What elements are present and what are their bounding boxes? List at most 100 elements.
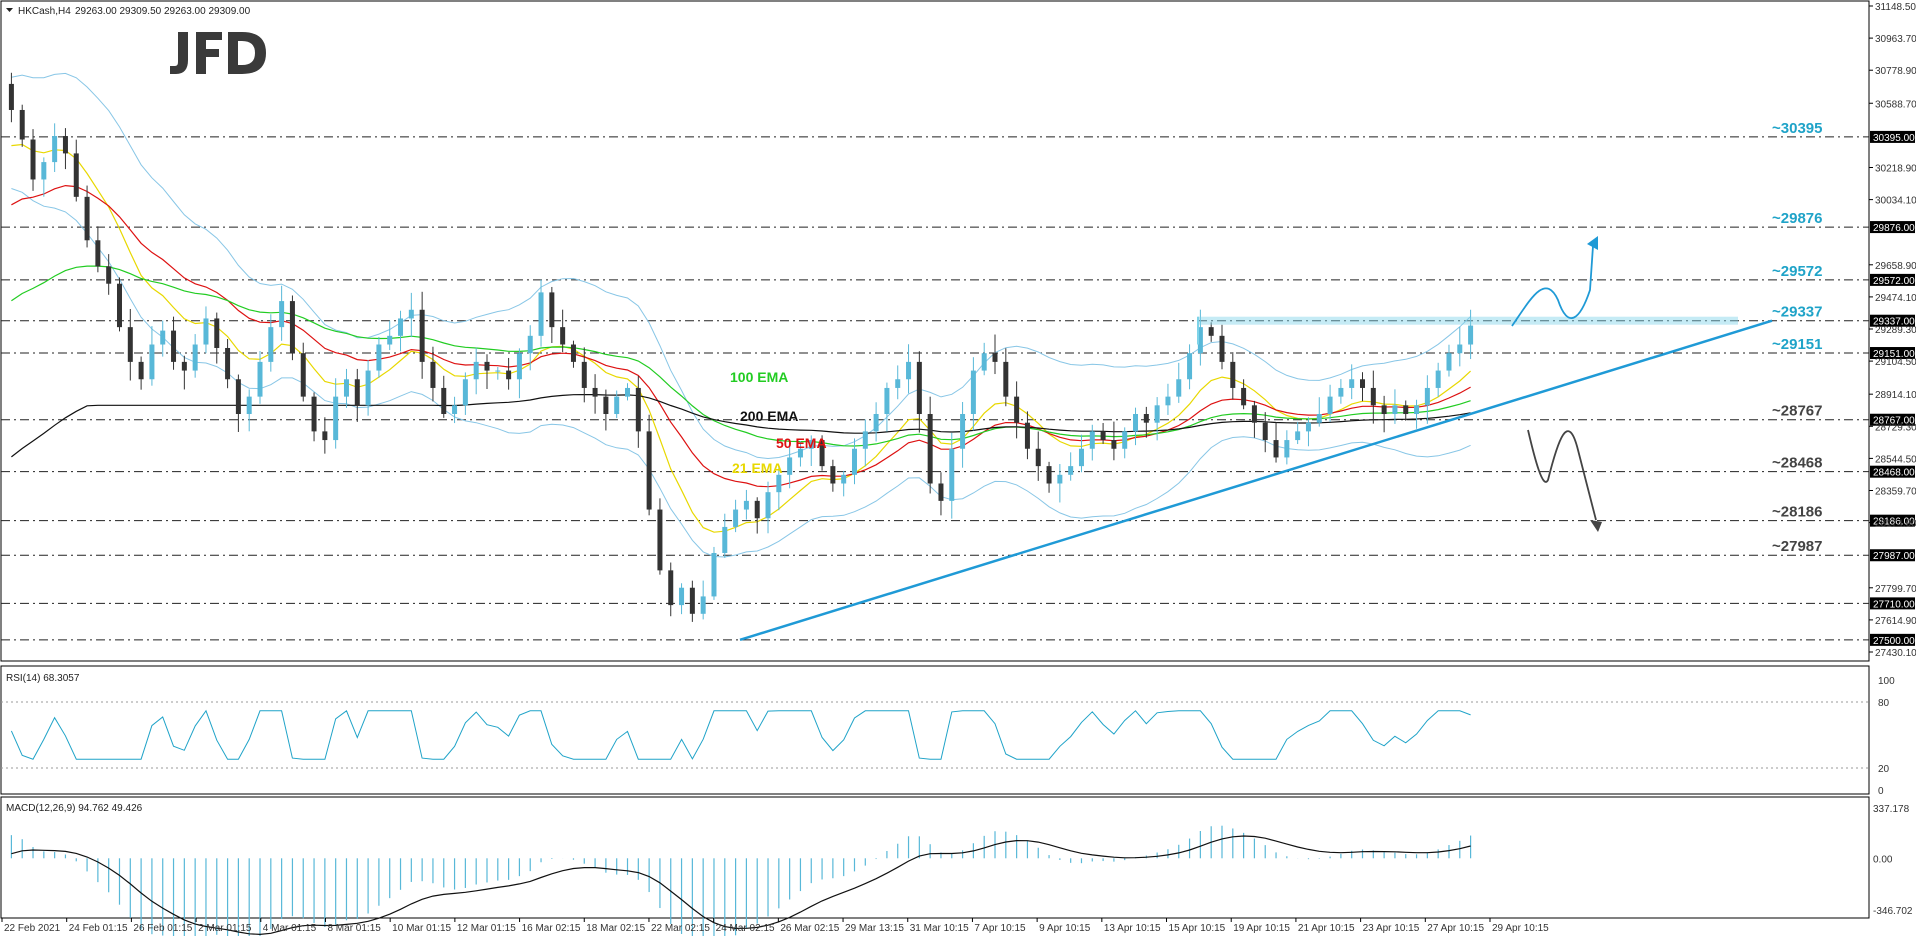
time-tick-label: 19 Apr 10:15 <box>1233 923 1290 934</box>
time-tick-label: 15 Apr 10:15 <box>1169 923 1226 934</box>
bull-candle <box>981 353 987 371</box>
bear-candle <box>1024 422 1030 449</box>
time-tick-label: 12 Mar 01:15 <box>457 923 516 934</box>
bear-candle <box>30 139 36 180</box>
ema-label: 200 EMA <box>740 408 798 424</box>
bear-candle <box>1100 431 1106 441</box>
upper-band <box>11 72 1471 460</box>
bear-candle <box>754 500 760 519</box>
time-tick-label: 27 Apr 10:15 <box>1427 923 1484 934</box>
price-tag-bg <box>1870 597 1915 610</box>
rsi-tick-label: 0 <box>1878 786 1884 797</box>
bull-candle <box>1165 396 1171 406</box>
price-tick-label: 28729.30 <box>1875 422 1916 433</box>
price-tick-label: 28468.00 <box>1873 468 1915 479</box>
bear-candle <box>1014 396 1020 423</box>
level-label: ~29876 <box>1772 210 1822 227</box>
price-tick-label: 30395.00 <box>1873 133 1915 144</box>
bull-candle <box>1154 405 1160 423</box>
bull-candle <box>1338 387 1344 397</box>
bear-candle <box>830 466 836 484</box>
price-tag-bg <box>1870 347 1915 360</box>
bull-candle <box>906 361 912 380</box>
price-tick-label: 27430.10 <box>1875 648 1916 659</box>
bear-candle <box>1370 387 1376 406</box>
bear-candle <box>916 361 922 415</box>
bull-candle <box>192 344 198 371</box>
price-tick-label: 27710.00 <box>1873 599 1915 610</box>
bear-candle <box>1403 405 1409 415</box>
time-tick-label: 26 Feb 01:15 <box>133 923 192 934</box>
time-tick-label: 21 Apr 10:15 <box>1298 923 1355 934</box>
price-tick-label: 27500.00 <box>1873 636 1915 647</box>
bull-candle <box>365 370 371 406</box>
price-tick-label: 29572.00 <box>1873 276 1915 287</box>
bull-candle <box>722 526 728 553</box>
bull-candle <box>733 509 739 527</box>
bear-candle <box>138 361 144 380</box>
bear-candle <box>668 570 674 606</box>
rsi-tick-label: 80 <box>1878 698 1890 709</box>
bull-candle <box>538 292 544 336</box>
macd-label: MACD(12,26,9) 94.762 49.426 <box>6 803 143 814</box>
price-tick-label: 29337.00 <box>1873 317 1915 328</box>
rsi-panel <box>0 665 1870 795</box>
bull-candle <box>1446 353 1452 371</box>
bull-candle <box>1349 379 1355 388</box>
bull-candle <box>614 396 620 415</box>
bear-candle <box>549 292 555 328</box>
rsi-line <box>10 709 1471 760</box>
time-tick-label: 4 Mar 01:15 <box>263 923 317 934</box>
price-tick-label: 28174.90 <box>1875 519 1916 530</box>
ema-label: 21 EMA <box>732 460 783 476</box>
bull-candle <box>1078 448 1084 467</box>
price-tick-label: 29151.00 <box>1873 349 1915 360</box>
collapse-triangle-icon[interactable] <box>6 8 13 12</box>
level-label: ~27987 <box>1772 538 1822 555</box>
bull-candle <box>495 370 501 372</box>
rsi-tick-label: 100 <box>1878 676 1895 687</box>
bull-candle <box>1068 466 1074 475</box>
macd-panel <box>0 796 1870 919</box>
down-arrowhead-icon <box>1590 520 1602 532</box>
bull-candle <box>1435 370 1441 388</box>
bull-candle <box>1197 327 1203 354</box>
bull-candle <box>1457 344 1463 354</box>
bull-candle <box>851 448 857 475</box>
price-tag-bg <box>1870 465 1915 478</box>
bull-candle <box>884 387 890 415</box>
price-tick-label: 30218.90 <box>1875 164 1916 175</box>
bear-candle <box>1219 335 1225 362</box>
bull-candle <box>808 440 814 449</box>
level-label: ~30395 <box>1772 120 1822 137</box>
price-tag-bg <box>1870 633 1915 646</box>
time-tick-label: 22 Feb 2021 <box>4 923 61 934</box>
jfd-logo <box>170 32 266 74</box>
bull-candle <box>960 414 966 449</box>
bear-candle <box>95 240 101 267</box>
lower-band <box>11 188 1471 558</box>
time-tick-label: 18 Mar 02:15 <box>586 923 645 934</box>
price-tick-label: 29658.90 <box>1875 261 1916 272</box>
bear-candle <box>1381 405 1387 415</box>
bull-candle <box>160 330 166 345</box>
price-tick-label: 30588.70 <box>1875 99 1916 110</box>
bear-candle <box>592 387 598 397</box>
bear-candle <box>354 379 360 406</box>
bull-candle <box>841 474 847 484</box>
bull-candle <box>765 492 771 519</box>
bull-candle <box>1295 431 1301 441</box>
price-panel <box>0 0 1870 662</box>
bull-candle <box>268 327 274 362</box>
candles <box>8 72 1474 622</box>
bull-candle <box>895 379 901 388</box>
bear-candle <box>1230 361 1236 388</box>
level-label: ~28767 <box>1772 403 1822 420</box>
price-tick-label: 29876.00 <box>1873 223 1915 234</box>
price-tag-bg <box>1870 273 1915 286</box>
bear-candle <box>1262 422 1268 441</box>
bear-candle <box>927 414 933 484</box>
bear-candle <box>116 283 122 328</box>
bear-candle <box>1046 466 1052 484</box>
